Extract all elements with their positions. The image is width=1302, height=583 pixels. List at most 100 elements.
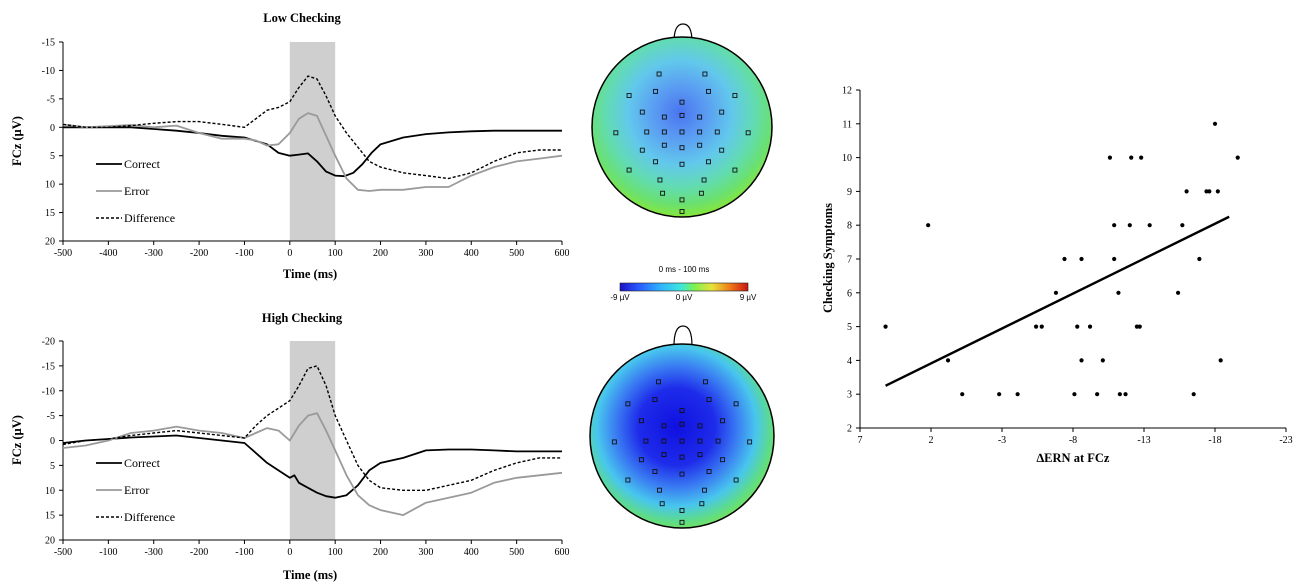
electrode-marker bbox=[661, 452, 667, 458]
electrode-marker bbox=[639, 109, 645, 115]
erp-panel-high-checking: High Checking Time (ms) FCz (µV) -20 -15 -… bbox=[10, 311, 570, 582]
x-tick-label: -13 bbox=[1137, 435, 1150, 446]
electrode-marker bbox=[644, 129, 650, 135]
y-axis-label: FCz (µV) bbox=[10, 116, 24, 166]
electrode-marker bbox=[679, 421, 685, 427]
scatter-point bbox=[1079, 256, 1084, 262]
x-tick-label: 7 bbox=[858, 435, 863, 446]
y-tick-label: 9 bbox=[847, 187, 852, 198]
scatter-point bbox=[1123, 392, 1128, 397]
electrode-marker bbox=[679, 519, 685, 525]
colorbar-gradient bbox=[619, 282, 749, 292]
x-tick-label: -300 bbox=[145, 248, 163, 259]
electrode-marker bbox=[702, 71, 708, 77]
x-tick-label: 600 bbox=[555, 547, 570, 558]
electrode-marker bbox=[679, 197, 685, 203]
erp-panel-low-checking: Low Checking Time (ms) FCz (µV) -15 -10 -5… bbox=[10, 11, 570, 281]
x-tick-label: -3 bbox=[998, 435, 1006, 446]
scatter-point bbox=[1100, 358, 1105, 363]
colorbar-mid-label: 0 µV bbox=[676, 293, 693, 302]
scatter-point bbox=[1180, 223, 1185, 228]
scatter-point bbox=[1075, 324, 1080, 329]
x-tick-label: 200 bbox=[373, 248, 388, 259]
scatter-point bbox=[1218, 358, 1223, 363]
x-tick-label: -500 bbox=[54, 547, 72, 558]
x-tick-label: -500 bbox=[54, 248, 72, 259]
electrode-marker bbox=[661, 114, 667, 120]
scatter-point bbox=[1147, 223, 1152, 228]
x-tick-label: -100 bbox=[235, 248, 253, 259]
electrode-marker bbox=[661, 142, 667, 148]
electrode-marker bbox=[679, 408, 685, 414]
scatter-point bbox=[1117, 392, 1122, 397]
y-tick-label: 5 bbox=[50, 461, 55, 472]
scatter-point bbox=[1139, 155, 1144, 160]
scatter-point bbox=[945, 358, 951, 363]
electrode-marker bbox=[706, 469, 712, 474]
electrode-marker bbox=[652, 469, 658, 474]
scalp-outline bbox=[589, 343, 775, 529]
electrode-marker bbox=[715, 438, 721, 444]
x-axis-label: Time (ms) bbox=[283, 267, 337, 281]
y-tick-label: 4 bbox=[847, 356, 852, 367]
electrode-set bbox=[611, 379, 753, 525]
nose-outline bbox=[673, 325, 693, 347]
electrode-marker bbox=[720, 418, 726, 424]
electrode-marker bbox=[653, 88, 658, 94]
scatter-point bbox=[1184, 189, 1189, 194]
legend-label: Error bbox=[124, 184, 149, 198]
scatter-point bbox=[1033, 324, 1039, 329]
legend-label: Difference bbox=[124, 510, 175, 524]
x-tick-label: 0 bbox=[287, 547, 292, 558]
y-tick-label: -15 bbox=[42, 361, 55, 372]
y-tick-label: -15 bbox=[42, 38, 55, 49]
y-tick-label: 6 bbox=[847, 288, 852, 299]
series-line-correct bbox=[63, 126, 562, 178]
x-tick-label: 500 bbox=[509, 248, 524, 259]
analysis-window-shading bbox=[289, 341, 336, 540]
x-tick-label: 400 bbox=[464, 248, 479, 259]
electrode-marker bbox=[745, 130, 751, 136]
electrode-marker bbox=[679, 454, 685, 460]
y-tick-label: -10 bbox=[42, 66, 55, 77]
electrode-marker bbox=[733, 477, 739, 483]
series-line-error bbox=[62, 412, 563, 516]
scatter-point bbox=[1087, 324, 1093, 329]
electrode-marker bbox=[679, 471, 685, 477]
y-axis-label: Checking Symptoms bbox=[821, 203, 835, 313]
x-tick-label: -200 bbox=[190, 547, 208, 558]
x-tick-label: 400 bbox=[464, 547, 479, 558]
scatter-point bbox=[1062, 256, 1067, 262]
x-tick-label: 500 bbox=[509, 547, 524, 558]
y-tick-label: 10 bbox=[45, 486, 55, 497]
scatter-point bbox=[1207, 189, 1212, 194]
y-tick-label: -20 bbox=[42, 337, 55, 348]
y-tick-label: 7 bbox=[847, 255, 852, 266]
electrode-marker bbox=[659, 501, 665, 507]
y-tick-label: 5 bbox=[847, 322, 852, 333]
electrode-marker bbox=[706, 88, 711, 94]
electrode-marker bbox=[679, 161, 685, 167]
electrode-marker bbox=[611, 439, 617, 445]
electrode-marker bbox=[679, 438, 685, 444]
legend-label: Correct bbox=[124, 157, 161, 171]
electrode-marker bbox=[613, 130, 619, 136]
scatter-point bbox=[1212, 121, 1218, 126]
x-tick-label: 200 bbox=[373, 547, 388, 558]
x-tick-label: 300 bbox=[418, 547, 433, 558]
electrode-marker bbox=[701, 177, 707, 183]
series-line-difference bbox=[62, 365, 562, 491]
scatter-point bbox=[1197, 256, 1202, 262]
scatter-point bbox=[1175, 290, 1181, 295]
electrode-set bbox=[613, 71, 751, 214]
y-tick-label: -5 bbox=[47, 411, 55, 422]
electrode-marker bbox=[702, 487, 707, 493]
x-tick-label: -100 bbox=[99, 547, 117, 558]
panel-title: High Checking bbox=[262, 311, 343, 325]
x-tick-label: -400 bbox=[99, 248, 117, 259]
y-tick-label: 3 bbox=[847, 390, 852, 401]
electrode-marker bbox=[732, 93, 738, 98]
electrode-marker bbox=[697, 438, 703, 444]
x-tick-label: 100 bbox=[328, 547, 343, 558]
